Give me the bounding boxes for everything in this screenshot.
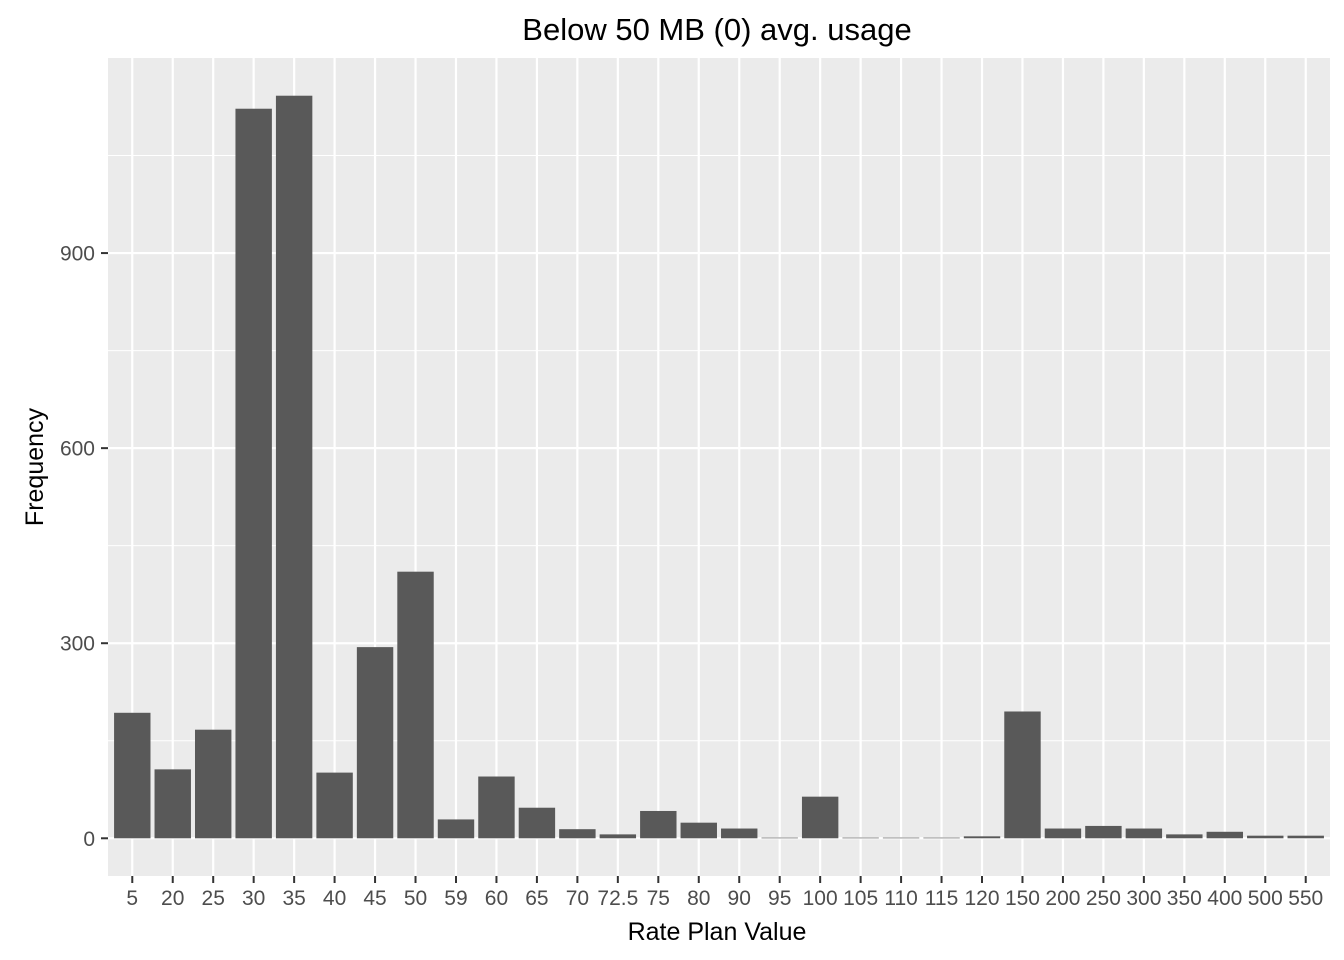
bar-95 — [761, 837, 798, 839]
x-tick-label: 150 — [1005, 887, 1040, 910]
bar-500 — [1247, 835, 1284, 839]
x-tick-label: 59 — [444, 887, 467, 910]
bar-59 — [437, 819, 475, 839]
bar-40 — [316, 772, 353, 839]
x-tick-label: 200 — [1045, 887, 1080, 910]
x-tick-label: 250 — [1086, 887, 1121, 910]
bar-110 — [882, 837, 920, 839]
x-axis-title: Rate Plan Value — [628, 918, 807, 946]
bar-80 — [680, 822, 717, 839]
bar-30 — [235, 108, 272, 839]
x-tick-label: 110 — [884, 887, 917, 910]
bar-5 — [114, 712, 151, 839]
x-tick-label: 115 — [925, 887, 958, 910]
bar-115 — [923, 837, 960, 839]
x-tick-label: 95 — [768, 887, 791, 910]
x-tick-label: 500 — [1248, 887, 1283, 910]
x-tick-label: 45 — [363, 887, 386, 910]
x-tick-label: 60 — [485, 887, 508, 910]
y-tick-label: 300 — [60, 633, 95, 656]
bar-72.5 — [599, 834, 637, 839]
y-axis-title: Frequency — [21, 407, 49, 526]
bar-25 — [194, 729, 232, 839]
bar-150 — [1004, 711, 1041, 839]
bar-60 — [478, 776, 515, 839]
bar-50 — [397, 571, 434, 839]
bar-75 — [640, 810, 677, 839]
x-tick-label: 40 — [323, 887, 346, 910]
bar-250 — [1085, 825, 1122, 839]
x-tick-label: 20 — [161, 887, 184, 910]
x-tick-label: 50 — [404, 887, 427, 910]
y-tick-label: 600 — [60, 438, 95, 461]
x-tick-label: 550 — [1288, 887, 1323, 910]
x-tick-label: 350 — [1167, 887, 1202, 910]
y-axis: 0 300 600 900 — [60, 243, 108, 851]
x-tick-label: 30 — [242, 887, 265, 910]
bar-90 — [721, 828, 758, 839]
y-tick-label: 0 — [83, 828, 95, 851]
x-tick-label: 300 — [1126, 887, 1161, 910]
x-axis: 5 20 25 30 35 40 45 50 59 60 65 70 72.5 75 80 90 95 100 10… — [126, 876, 1323, 910]
x-tick-label: 72.5 — [597, 887, 638, 910]
x-tick-label: 100 — [803, 887, 838, 910]
bar-65 — [518, 807, 556, 839]
x-tick-label: 65 — [525, 887, 548, 910]
bar-45 — [356, 647, 394, 839]
x-tick-label: 120 — [964, 887, 999, 910]
x-tick-label: 5 — [126, 887, 138, 910]
bar-200 — [1044, 828, 1082, 839]
bar-120 — [963, 836, 1001, 839]
bar-400 — [1206, 831, 1244, 839]
bar-70 — [559, 829, 596, 839]
x-tick-label: 25 — [202, 887, 225, 910]
bar-20 — [154, 769, 191, 839]
bars — [114, 95, 1324, 839]
chart-title: Below 50 MB (0) avg. usage — [522, 12, 911, 47]
bar-550 — [1287, 835, 1324, 839]
bar-350 — [1166, 834, 1203, 839]
x-tick-label: 400 — [1207, 887, 1242, 910]
x-tick-label: 105 — [843, 887, 878, 910]
x-tick-label: 35 — [282, 887, 305, 910]
x-tick-label: 70 — [566, 887, 589, 910]
y-tick-label: 900 — [60, 243, 95, 266]
bar-100 — [801, 796, 839, 839]
bar-35 — [275, 95, 313, 839]
x-tick-label: 90 — [728, 887, 751, 910]
bar-300 — [1125, 828, 1163, 839]
x-tick-label: 75 — [647, 887, 670, 910]
x-tick-label: 80 — [687, 887, 710, 910]
bar-105 — [842, 837, 879, 839]
